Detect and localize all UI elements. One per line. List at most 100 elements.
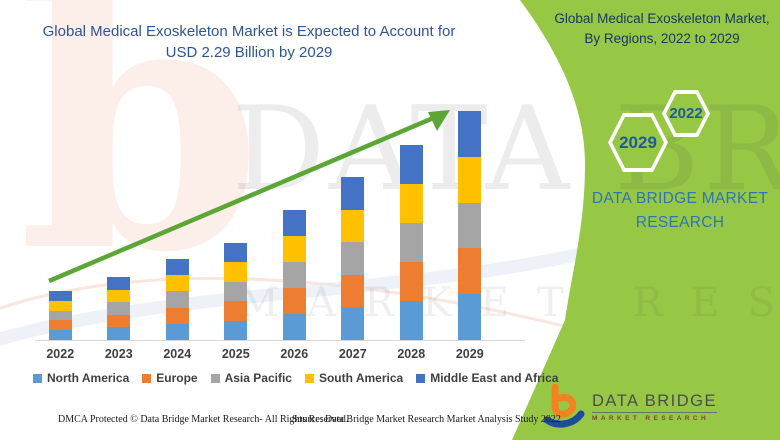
bar-column-2029 (441, 78, 500, 340)
bar-stack-2027 (341, 177, 365, 340)
bar-stack-2029 (458, 111, 482, 340)
hexagon-fill: 2022 (666, 94, 706, 133)
bar-segment-asia-pacific (458, 202, 482, 249)
x-axis-line (35, 340, 525, 341)
bar-segment-south-america (107, 289, 131, 303)
bar-segment-north-america (224, 320, 248, 340)
footer-dmca-text: DMCA Protected © Data Bridge Market Rese… (58, 414, 349, 425)
bar-segment-middle-east-and-africa (282, 210, 306, 236)
bar-segment-north-america (282, 314, 306, 340)
x-axis-label-2023: 2023 (104, 347, 133, 361)
bar-segment-asia-pacific (48, 310, 72, 321)
x-axis-label-2025: 2025 (221, 347, 250, 361)
legend: North America Europe Asia Pacific South Ame… (33, 371, 558, 385)
bar-column-2024 (148, 78, 207, 340)
bar-stack-2025 (224, 243, 248, 340)
bar-segment-middle-east-and-africa (458, 111, 482, 157)
bar-segment-asia-pacific (107, 302, 131, 315)
watermark-market-research-text: MARKET RESEARCH (238, 280, 780, 326)
x-axis-label-2022: 2022 (46, 347, 75, 361)
legend-item-asia-pacific: Asia Pacific (210, 371, 292, 385)
bar-column-2028 (382, 78, 441, 340)
legend-label: Asia Pacific (224, 371, 292, 385)
hexagon-2022: 2022 (662, 90, 710, 137)
bar-segment-asia-pacific (224, 281, 248, 302)
bar-column-2023 (90, 78, 149, 340)
bar-segment-middle-east-and-africa (107, 277, 131, 290)
hexagon-fill: 2029 (612, 117, 664, 168)
bar-column-2022 (31, 78, 90, 340)
legend-swatch (416, 373, 426, 383)
x-axis-labels: 2022 2023 2024 2025 2026 2027 2028 2029 (31, 347, 499, 361)
logo-subtext: MARKET RESEARCH (592, 415, 710, 422)
x-axis-label-2024: 2024 (163, 347, 192, 361)
legend-label: South America (318, 371, 404, 385)
bar-segment-south-america (399, 184, 423, 223)
bar-segment-north-america (458, 294, 482, 340)
bar-segment-europe (224, 301, 248, 321)
bar-segment-south-america (341, 209, 365, 243)
bar-segment-asia-pacific (399, 223, 423, 262)
logo-name: DATA BRIDGE (592, 392, 717, 413)
bar-segment-north-america (107, 327, 131, 340)
bar-segment-north-america (399, 301, 423, 340)
footer-source-text: Source: Data Bridge Market Research Mark… (292, 414, 561, 425)
legend-swatch (33, 373, 42, 383)
bar-segment-south-america (282, 236, 306, 262)
bar-stack-2022 (48, 291, 72, 340)
bar-segment-north-america (165, 323, 189, 340)
bar-stack-2024 (165, 259, 189, 340)
legend-swatch (304, 373, 314, 383)
panel-brand-text: DATA BRIDGE MARKET RESEARCH (591, 190, 769, 232)
bar-segment-europe (341, 274, 365, 308)
legend-item-north-america: North America (33, 371, 129, 385)
legend-item-middle-east-and-africa: Middle East and Africa (416, 371, 558, 385)
bar-segment-asia-pacific (165, 291, 189, 308)
bar-segment-europe (48, 320, 72, 331)
data-bridge-logo: DATA BRIDGE MARKET RESEARCH (543, 384, 717, 430)
bar-segment-middle-east-and-africa (165, 259, 189, 276)
bar-segment-south-america (165, 275, 189, 292)
data-bridge-logo-icon (543, 384, 585, 428)
bar-segment-europe (399, 262, 423, 301)
bar-segment-asia-pacific (282, 262, 306, 288)
bar-segment-south-america (48, 300, 72, 311)
legend-label: North America (47, 371, 130, 385)
bar-segment-europe (165, 307, 189, 324)
bar-column-2025 (207, 78, 266, 340)
bar-segment-south-america (458, 156, 482, 203)
hexagon-2029-label: 2029 (619, 132, 657, 152)
hexagon-2029: 2029 (608, 113, 668, 172)
x-axis-label-2027: 2027 (338, 347, 367, 361)
hexagon-2022-label: 2022 (669, 105, 703, 122)
bar-column-2027 (324, 78, 383, 340)
bar-segment-north-america (341, 307, 365, 340)
bar-segment-middle-east-and-africa (224, 243, 248, 263)
legend-label: Europe (156, 371, 198, 385)
bar-segment-middle-east-and-africa (48, 291, 72, 301)
bar-segment-europe (282, 288, 306, 314)
bar-stack-2028 (399, 145, 423, 340)
legend-swatch (142, 373, 152, 383)
bar-segment-asia-pacific (341, 242, 365, 275)
bar-segment-europe (458, 248, 482, 295)
legend-swatch (210, 373, 220, 383)
x-axis-label-2026: 2026 (280, 347, 309, 361)
legend-item-europe: Europe (142, 371, 198, 385)
bar-segment-north-america (48, 330, 72, 340)
panel-title: Global Medical Exoskeleton Market, By Re… (554, 11, 770, 47)
x-axis-label-2029: 2029 (455, 347, 484, 361)
bar-stack-2026 (282, 210, 306, 340)
chart-title: Global Medical Exoskeleton Market is Exp… (42, 23, 456, 62)
bar-stack-2023 (107, 277, 131, 340)
x-axis-label-2028: 2028 (397, 347, 426, 361)
bar-segment-south-america (224, 262, 248, 282)
legend-item-south-america: South America (304, 371, 404, 385)
bar-column-2026 (265, 78, 324, 340)
bar-segment-europe (107, 314, 131, 328)
bar-chart (31, 78, 499, 340)
logo-text: DATA BRIDGE MARKET RESEARCH (592, 392, 717, 422)
legend-label: Middle East and Africa (430, 371, 559, 385)
